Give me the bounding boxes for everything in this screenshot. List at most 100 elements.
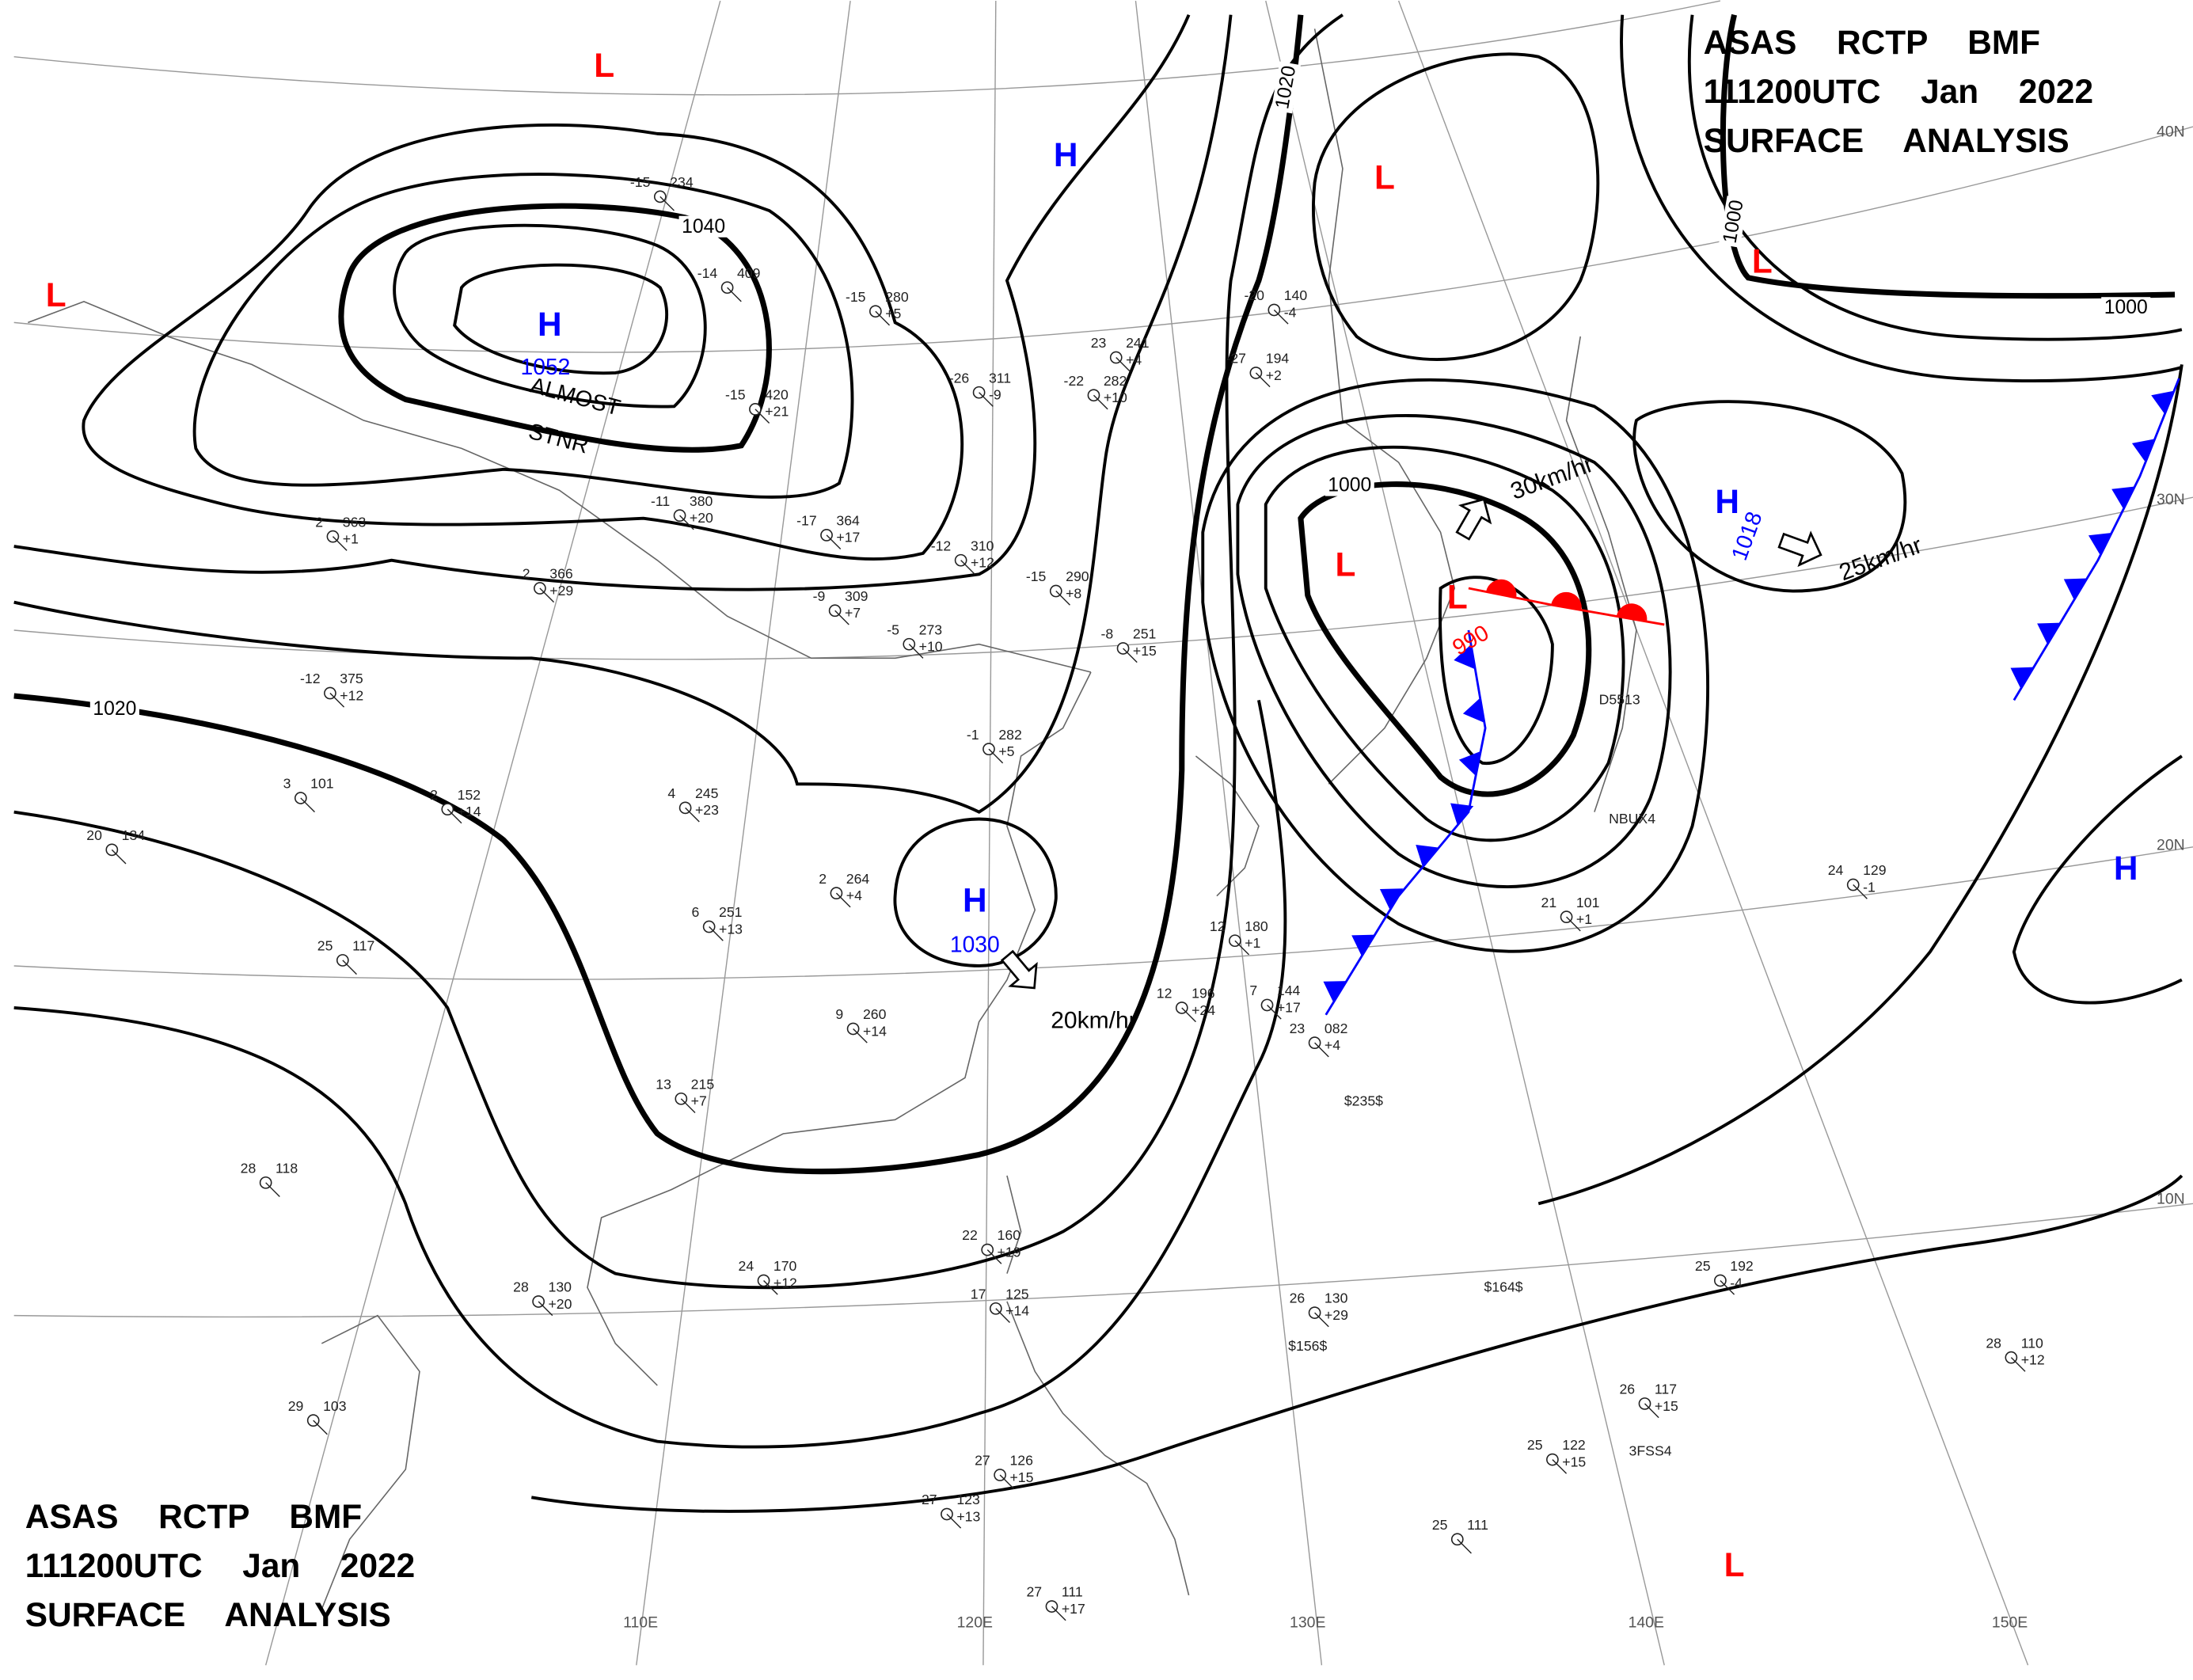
station-temperature: -9 — [813, 588, 826, 604]
station-temperature: 27 — [922, 1492, 937, 1507]
station-wind — [1552, 1459, 1568, 1474]
station-temperature: -17 — [796, 513, 817, 529]
isobar — [453, 263, 669, 375]
station-temperature: 2 — [315, 514, 323, 530]
station-wind — [1116, 357, 1131, 372]
station-code: D5513 — [1599, 692, 1640, 708]
station-wind — [1123, 648, 1138, 663]
station-tendency: +10 — [919, 639, 943, 655]
station-pressure: 366 — [549, 566, 573, 582]
station-temperature: 6 — [691, 904, 699, 920]
pressure-center-symbol: L — [1724, 1546, 1745, 1583]
station-tendency: +24 — [1192, 1002, 1215, 1018]
station-temperature: 24 — [1828, 862, 1844, 878]
isobar — [13, 13, 1344, 1290]
coastline — [1195, 755, 1260, 897]
motion-arrow — [1455, 498, 1492, 541]
station-pressure: 309 — [845, 588, 868, 604]
front-line — [1325, 629, 1487, 1016]
coastline — [321, 1314, 420, 1610]
lon-label: 130E — [1290, 1614, 1325, 1632]
station-pressure: 117 — [1655, 1382, 1677, 1397]
station-temperature: 28 — [1986, 1335, 2001, 1351]
station-pressure: 082 — [1325, 1021, 1347, 1036]
isobar-label-bg — [1718, 196, 1749, 248]
station-temperature: -15 — [630, 174, 651, 190]
station-tendency: +5 — [885, 306, 901, 321]
station-temperature: -5 — [887, 621, 899, 637]
warm-front-pip — [1551, 591, 1582, 610]
isobar-label: 1000 — [1328, 475, 1371, 496]
isobar — [338, 203, 772, 453]
station-code: $164$ — [1484, 1279, 1523, 1295]
station-pressure: 170 — [773, 1258, 797, 1274]
station-pressure: 111 — [1467, 1517, 1488, 1533]
station-wind — [1853, 884, 1868, 899]
station-temperature: 27 — [975, 1453, 990, 1469]
station-temperature: -26 — [949, 370, 970, 386]
station-pressure: 130 — [1325, 1290, 1348, 1306]
pressure-center-symbol: L — [1752, 242, 1773, 279]
station-wind — [995, 1308, 1010, 1323]
lon-line — [636, 0, 851, 1666]
station-temperature: -20 — [1244, 287, 1264, 303]
station-wind — [1273, 309, 1289, 325]
station-tendency: +12 — [971, 555, 994, 571]
cold-front-pip — [1379, 888, 1404, 910]
station-wind — [111, 849, 127, 865]
lat-label: 10N — [2157, 1190, 2185, 1207]
station-temperature: 25 — [1527, 1437, 1543, 1453]
station-pressure: 260 — [863, 1006, 887, 1022]
station-wind — [979, 392, 994, 407]
station-pressure: 215 — [691, 1076, 715, 1092]
isobar — [393, 223, 707, 409]
isobar-label: 1040 — [682, 216, 725, 238]
pressure-center-symbol: L — [1447, 578, 1468, 615]
station-pressure: 280 — [885, 289, 909, 305]
station-temperature: 7 — [1249, 983, 1257, 998]
isobar — [1620, 14, 2183, 382]
station-pressure: 311 — [989, 370, 1011, 386]
cold-front-pip — [1416, 845, 1439, 868]
station-tendency: +17 — [836, 530, 860, 545]
isobar — [893, 817, 1058, 967]
station-temperature: 27 — [1026, 1584, 1042, 1600]
station-wind — [826, 534, 842, 550]
motion-arrow — [1000, 949, 1038, 990]
station-tendency: +12 — [773, 1275, 797, 1290]
isobar — [13, 13, 1191, 591]
station-code: $156$ — [1288, 1338, 1327, 1354]
station-pressure: 101 — [1576, 895, 1599, 910]
station-pressure: 264 — [846, 871, 870, 887]
cold-front-pip — [2131, 439, 2155, 462]
station-pressure: 234 — [670, 174, 694, 190]
station-pressure: 125 — [1005, 1286, 1029, 1302]
header-line: ASAS RCTP BMF — [1704, 24, 2040, 61]
station-pressure: 129 — [1863, 862, 1886, 878]
isobars — [13, 13, 2183, 1513]
station-wind — [332, 536, 348, 551]
isobar — [192, 173, 854, 499]
isobar — [1537, 364, 2183, 1206]
station-tendency: +2 — [1266, 367, 1282, 383]
cold-front-pip — [1450, 803, 1474, 826]
isobar — [1298, 481, 1592, 797]
lon-line — [1397, 0, 2029, 1666]
isobar-label-bg — [2101, 297, 2151, 319]
lon-line — [982, 1, 997, 1666]
station-temperature: 2 — [819, 871, 827, 887]
station-wind — [680, 1098, 696, 1113]
station-tendency: +14 — [1005, 1303, 1029, 1319]
isobar — [530, 1174, 2183, 1513]
station-temperature: 13 — [656, 1076, 671, 1092]
station-pressure: 273 — [919, 621, 943, 637]
station-tendency: +15 — [1562, 1454, 1586, 1469]
station-code: $235$ — [1344, 1093, 1383, 1109]
station-tendency: +8 — [1066, 585, 1081, 601]
lon-label: 120E — [957, 1614, 993, 1632]
station-tendency: +29 — [549, 583, 573, 599]
station-wind — [875, 310, 891, 326]
pressure-center-value: 1052 — [521, 354, 571, 379]
station-tendency: +19 — [998, 1244, 1021, 1260]
station-tendency: +17 — [1062, 1601, 1085, 1617]
